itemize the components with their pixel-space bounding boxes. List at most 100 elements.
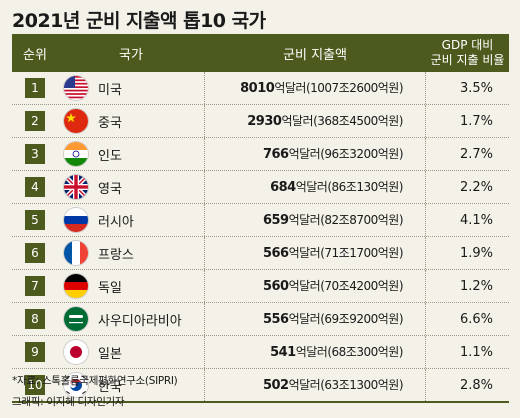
country-name: 독일 bbox=[98, 280, 122, 296]
country-name: 러시아 bbox=[98, 214, 134, 230]
country-cell: 미국 bbox=[58, 76, 204, 100]
country-cell: 사우디아라비아 bbox=[58, 307, 204, 331]
russia-flag-icon bbox=[64, 208, 88, 232]
rank-cell: 4 bbox=[12, 177, 58, 197]
country-name: 미국 bbox=[98, 82, 122, 98]
country-cell: 일본 bbox=[58, 340, 204, 364]
spend-usd-value: 566 bbox=[262, 246, 289, 261]
rank-badge: 10 bbox=[25, 375, 45, 395]
spend-usd-unit: 억달러 bbox=[288, 312, 321, 326]
spend-krw-value: (368조4500억원) bbox=[313, 114, 403, 128]
table-row: 4 영국 684억달러(86조130억원) 2.2% bbox=[12, 170, 509, 203]
spend-usd-value: 502 bbox=[262, 378, 289, 393]
table-row: 2 중국 2930억달러(368조4500억원) 1.7% bbox=[12, 104, 509, 137]
spend-cell: 8010억달러(1007조2600억원) bbox=[204, 72, 426, 104]
spend-krw-value: (71조1700억원) bbox=[320, 246, 403, 260]
table-header: 순위 국가 군비 지출액 GDP 대비 군비 지출 비율 bbox=[12, 34, 509, 72]
rank-cell: 10 bbox=[12, 375, 58, 395]
spend-usd-unit: 억달러 bbox=[295, 345, 328, 359]
country-cell: 한국 bbox=[58, 373, 204, 397]
header-ratio: GDP 대비 군비 지출 비율 bbox=[426, 38, 509, 68]
spend-krw-value: (68조300억원) bbox=[327, 345, 403, 359]
rank-cell: 9 bbox=[12, 342, 58, 362]
source-note: *자료: 스톡홀름국제평화연구소(SIPRI) bbox=[12, 375, 178, 387]
spend-usd-value: 556 bbox=[262, 312, 289, 327]
country-cell: 독일 bbox=[58, 274, 204, 298]
spend-usd-unit: 억달러 bbox=[288, 213, 321, 227]
spend-cell: 556억달러(69조9200억원) bbox=[204, 303, 426, 335]
header-country: 국가 bbox=[119, 47, 143, 63]
header-rank: 순위 bbox=[23, 47, 47, 63]
rank-cell: 1 bbox=[12, 78, 58, 98]
ranking-table: 순위 국가 군비 지출액 GDP 대비 군비 지출 비율 1 미국 8010억달러(… bbox=[12, 34, 509, 403]
country-name: 한국 bbox=[98, 379, 122, 395]
spend-usd-value: 766 bbox=[262, 147, 289, 162]
country-cell: 프랑스 bbox=[58, 241, 204, 265]
spend-krw-value: (1007조2600억원) bbox=[305, 81, 404, 95]
spend-usd-value: 8010 bbox=[240, 81, 275, 96]
spend-usd-unit: 억달러 bbox=[288, 279, 321, 293]
korea-flag-icon bbox=[64, 373, 88, 397]
rank-cell: 6 bbox=[12, 243, 58, 263]
spend-krw-value: (69조9200억원) bbox=[320, 312, 403, 326]
uk-flag-icon bbox=[64, 175, 88, 199]
spend-krw-value: (86조130억원) bbox=[327, 180, 403, 194]
us-flag-icon bbox=[64, 76, 88, 100]
chart-title: 2021년 군비 지출액 톱10 국가 bbox=[12, 10, 266, 32]
spend-cell: 684억달러(86조130억원) bbox=[204, 171, 426, 203]
spend-cell: 541억달러(68조300억원) bbox=[204, 336, 426, 368]
spend-cell: 659억달러(82조8700억원) bbox=[204, 204, 426, 236]
spend-krw-value: (82조8700억원) bbox=[320, 213, 403, 227]
spend-usd-value: 2930 bbox=[247, 114, 282, 129]
spend-usd-value: 560 bbox=[262, 279, 289, 294]
rank-cell: 8 bbox=[12, 309, 58, 329]
table-row: 1 미국 8010억달러(1007조2600억원) 3.5% bbox=[12, 72, 509, 104]
spend-krw-value: (70조4200억원) bbox=[320, 279, 403, 293]
gdp-ratio-value: 2.8% bbox=[459, 377, 493, 393]
germany-flag-icon bbox=[64, 274, 88, 298]
country-name: 영국 bbox=[98, 181, 122, 197]
table-row: 6 프랑스 566억달러(71조1700억원) 1.9% bbox=[12, 236, 509, 269]
spend-krw-value: (96조3200억원) bbox=[320, 147, 403, 161]
country-name: 프랑스 bbox=[98, 247, 134, 263]
spend-usd-unit: 억달러 bbox=[288, 246, 321, 260]
spend-usd-unit: 억달러 bbox=[288, 147, 321, 161]
header-ratio-line1: GDP 대비 bbox=[441, 38, 494, 52]
header-ratio-line2: 군비 지출 비율 bbox=[430, 53, 505, 67]
spend-usd-unit: 억달러 bbox=[274, 81, 306, 95]
rank-badge: 7 bbox=[25, 276, 45, 296]
graphic-credit: 그래픽: 이지혜 디자인기자 bbox=[12, 396, 125, 408]
spend-usd-value: 541 bbox=[270, 345, 296, 360]
france-flag-icon bbox=[64, 241, 88, 265]
spend-usd-unit: 억달러 bbox=[295, 180, 328, 194]
spend-cell: 566억달러(71조1700억원) bbox=[204, 237, 426, 269]
country-name: 중국 bbox=[98, 115, 122, 131]
table-row: 9 일본 541억달러(68조300억원) 1.1% bbox=[12, 335, 509, 368]
japan-flag-icon bbox=[64, 340, 88, 364]
country-cell: 인도 bbox=[58, 142, 204, 166]
rank-badge: 6 bbox=[25, 243, 45, 263]
country-name: 인도 bbox=[98, 148, 122, 164]
spend-usd-unit: 억달러 bbox=[288, 378, 321, 392]
rank-cell: 5 bbox=[12, 210, 58, 230]
spend-usd-value: 659 bbox=[262, 213, 289, 228]
gdp-ratio-value: 1.2% bbox=[459, 278, 493, 294]
spend-cell: 502억달러(63조1300억원) bbox=[204, 369, 426, 401]
rank-badge: 5 bbox=[25, 210, 45, 230]
gdp-ratio-value: 3.5% bbox=[459, 80, 493, 96]
table-row: 5 러시아 659억달러(82조8700억원) 4.1% bbox=[12, 203, 509, 236]
saudi-flag-icon bbox=[64, 307, 88, 331]
spend-usd-unit: 억달러 bbox=[281, 114, 314, 128]
gdp-ratio-value: 2.2% bbox=[459, 179, 493, 195]
table-row: 3 인도 766억달러(96조3200억원) 2.7% bbox=[12, 137, 509, 170]
spend-cell: 766억달러(96조3200억원) bbox=[204, 138, 426, 170]
rank-badge: 2 bbox=[25, 111, 45, 131]
country-name: 일본 bbox=[98, 346, 122, 362]
header-spend: 군비 지출액 bbox=[283, 47, 347, 63]
country-cell: 러시아 bbox=[58, 208, 204, 232]
gdp-ratio-value: 4.1% bbox=[459, 212, 493, 228]
spend-usd-value: 684 bbox=[270, 180, 296, 195]
table-body: 1 미국 8010억달러(1007조2600억원) 3.5% 2 중국 2930억달러(36… bbox=[12, 72, 509, 403]
table-row: 10 한국 502억달러(63조1300억원) 2.8% bbox=[12, 368, 509, 401]
gdp-ratio-value: 2.7% bbox=[459, 146, 493, 162]
